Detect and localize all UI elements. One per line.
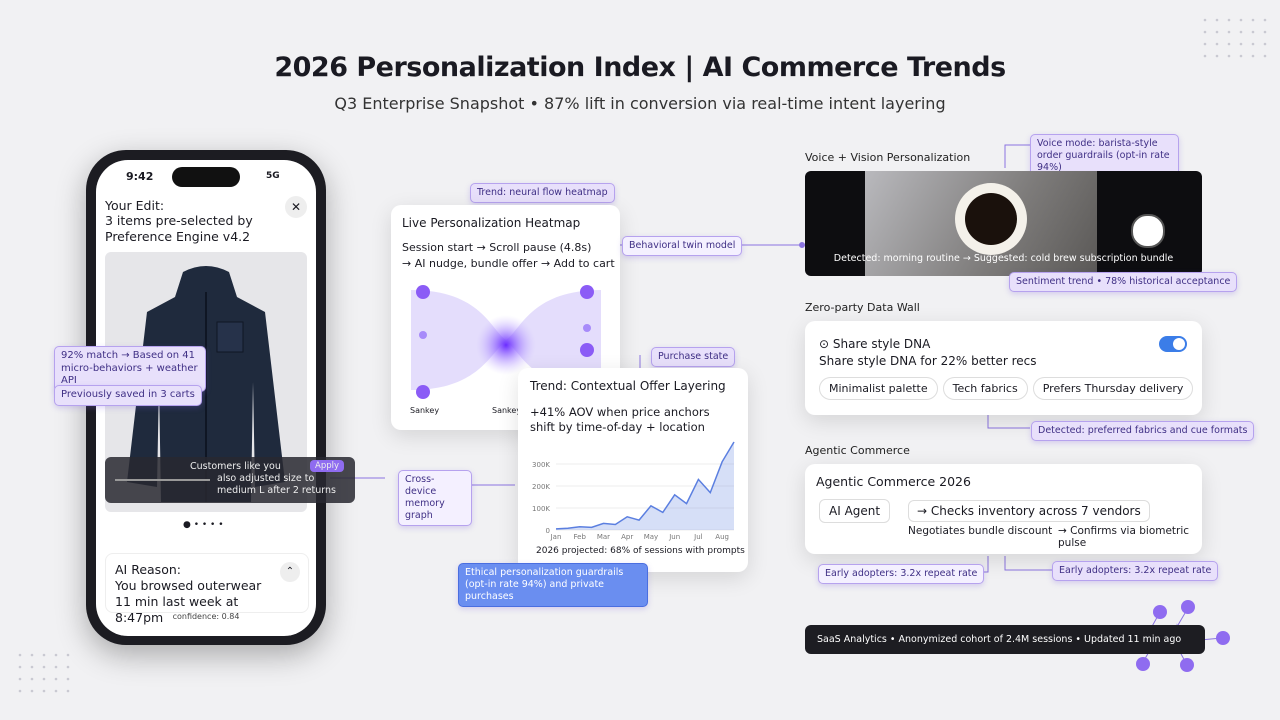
slider[interactable]	[115, 479, 210, 481]
agentic-card: Agentic Commerce 2026 AI Agent → Checks …	[805, 464, 1202, 554]
fabric-tag: Detected: preferred fabrics and cue form…	[1031, 421, 1255, 441]
x-tick-label: Jun	[668, 533, 680, 541]
toggle-title: ⊙ Share style DNA	[819, 337, 931, 351]
video-panel: Detected: morning routine → Suggested: c…	[805, 171, 1202, 276]
y-tick-label: 100K	[532, 505, 550, 513]
edit-title: Your Edit:	[105, 198, 165, 213]
sankey-label: Sankey	[410, 406, 440, 415]
toggle-title-text: Share style DNA	[832, 337, 931, 351]
social-overlay: Customers like you also adjusted size to…	[105, 457, 355, 503]
social-title: Customers like you	[190, 461, 281, 472]
ethical-tag: Ethical personalization guardrails (opt-…	[458, 563, 648, 607]
sankey-label: Sankey	[492, 406, 522, 415]
agent-step: Negotiates bundle discount	[908, 525, 1053, 537]
trend-text: +41% AOV when price anchors shift by tim…	[530, 405, 710, 434]
x-tick-label: Apr	[621, 533, 633, 541]
close-button[interactable]: ✕	[285, 196, 307, 218]
chip[interactable]: Tech fabrics	[942, 377, 1028, 400]
toggle-text: Share style DNA for 22% better recs	[819, 354, 1037, 368]
trend-footer: 2026 projected: 68% of sessions with pro…	[536, 546, 745, 556]
reason-title: AI Reason:	[115, 562, 181, 577]
heatmap-flow-2: → AI nudge, bundle offer → Add to cart	[402, 257, 615, 270]
chips: Minimalist palette Tech fabrics Prefers Th…	[819, 377, 1198, 400]
heatmap-tag: Trend: neural flow heatmap	[470, 183, 615, 203]
agent-box: AI Agent	[819, 499, 891, 523]
x-tick-label: Jan	[550, 533, 562, 541]
reason-text: You browsed outerwear 11 min last week a…	[115, 578, 262, 625]
adopter-tag: Early adopters: 3.2x repeat rate	[818, 564, 985, 584]
analytics-bar: SaaS Analytics • Anonymized cohort of 2.…	[805, 625, 1205, 654]
collapse-button[interactable]: ⌃	[280, 562, 300, 582]
heatmap-flow-1: Session start → Scroll pause (4.8s)	[402, 241, 592, 254]
trend-title: Trend: Contextual Offer Layering	[530, 379, 726, 393]
status-time: 9:42	[126, 170, 154, 183]
voice-label: Voice + Vision Personalization	[805, 151, 971, 164]
line-area	[556, 442, 734, 530]
coffee	[965, 193, 1017, 245]
cross-device-tag: Cross-device memory graph	[398, 470, 472, 526]
heatmap-title: Live Personalization Heatmap	[402, 216, 581, 230]
y-tick-label: 0	[546, 527, 550, 535]
shutter-button[interactable]	[1131, 214, 1165, 248]
sentiment-tag: Sentiment trend • 78% historical accepta…	[1009, 272, 1238, 292]
video-caption: Detected: morning routine → Suggested: c…	[833, 253, 1174, 264]
subtitle: Q3 Enterprise Snapshot • 87% lift in con…	[334, 94, 946, 113]
phone-footer: confidence: 0.84	[172, 612, 240, 621]
ai-reason-card: AI Reason: You browsed outerwear 11 min …	[105, 553, 309, 625]
status-network: 5G	[266, 171, 280, 181]
heatmap-graphic	[411, 285, 601, 399]
agent-step: → Confirms via biometric pulse	[1058, 525, 1190, 549]
adopter-tag: Early adopters: 3.2x repeat rate	[1052, 561, 1219, 581]
y-tick-label: 300K	[532, 461, 550, 469]
chip[interactable]: Minimalist palette	[819, 377, 938, 400]
x-tick-label: Jul	[693, 533, 703, 541]
toggle[interactable]	[1159, 336, 1187, 352]
y-tick-label: 200K	[532, 483, 550, 491]
zero-party-label: Zero-party Data Wall	[805, 301, 920, 314]
agent-step: → Checks inventory across 7 vendors	[908, 500, 1150, 522]
agentic-title: Agentic Commerce 2026	[816, 474, 971, 489]
jacket	[127, 266, 285, 502]
x-tick-label: Feb	[574, 533, 587, 541]
agentic-label: Agentic Commerce	[805, 444, 910, 457]
trend-chart: 0 100K 200K 300K Jan Feb Mar Apr May Jun Jul Aug	[532, 441, 735, 541]
title: 2026 Personalization Index | AI Commerce…	[274, 52, 1006, 83]
trend-tag: Purchase state	[651, 347, 736, 367]
dynamic-island	[172, 167, 240, 187]
carousel-dots: ● • • • •	[183, 520, 224, 530]
x-tick-label: Mar	[597, 533, 610, 541]
twin-tag: Behavioral twin model	[622, 236, 743, 256]
x-tick-label: May	[644, 533, 658, 541]
x-tick-label: Aug	[715, 533, 729, 541]
match-tag: 92% match → Based on 41 micro-behaviors …	[54, 346, 206, 392]
social-action[interactable]: Apply	[310, 460, 344, 472]
saved-tag: Previously saved in 3 carts	[54, 385, 202, 406]
line	[555, 441, 735, 530]
social-text: also adjusted size to medium L after 2 r…	[217, 473, 336, 496]
edit-text: 3 items pre-selected by Preference Engin…	[105, 213, 253, 244]
trend-card: Trend: Contextual Offer Layering +41% AO…	[518, 368, 748, 572]
chip[interactable]: Prefers Thursday delivery	[1032, 377, 1194, 400]
zero-party-card: ⊙ Share style DNA Share style DNA for 22…	[805, 321, 1202, 415]
